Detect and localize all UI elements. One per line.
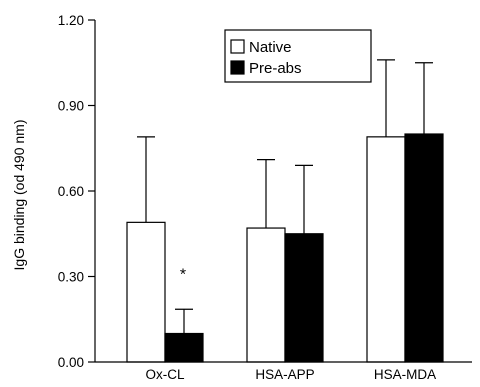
y-tick-label: 0.60 [58, 184, 84, 199]
y-tick-label: 0.90 [58, 99, 84, 114]
y-tick-label: 1.20 [58, 13, 84, 28]
legend-label: Native [249, 39, 292, 56]
y-tick-label: 0.00 [58, 355, 84, 370]
x-tick-label: HSA-APP [255, 367, 314, 382]
bar-native-hsa-app [246, 227, 286, 363]
x-tick-label: Ox-CL [145, 367, 184, 382]
bar-native-hsa-mda [366, 136, 406, 363]
y-axis: 0.00 0.30 0.60 0.90 1.20 [58, 13, 96, 370]
plot-area: * [126, 59, 444, 363]
legend: Native Pre-abs [224, 29, 372, 83]
bar-pre-abs-hsa-mda [404, 133, 444, 363]
legend-box [224, 29, 372, 83]
bar-pre-abs-hsa-app [284, 233, 324, 363]
y-tick-label: 0.30 [58, 270, 84, 285]
significance-marker: * [180, 266, 186, 283]
bar-native-ox-cl [126, 221, 166, 363]
x-axis: Ox-CL HSA-APP HSA-MDA [95, 361, 472, 382]
y-axis-title: IgG binding (od 490 nm) [11, 120, 27, 271]
bar-pre-abs-ox-cl [164, 332, 204, 363]
legend-swatch-pre-abs [230, 60, 245, 75]
legend-label: Pre-abs [249, 60, 302, 77]
x-tick-label: HSA-MDA [374, 367, 436, 382]
legend-swatch-native [230, 39, 245, 54]
